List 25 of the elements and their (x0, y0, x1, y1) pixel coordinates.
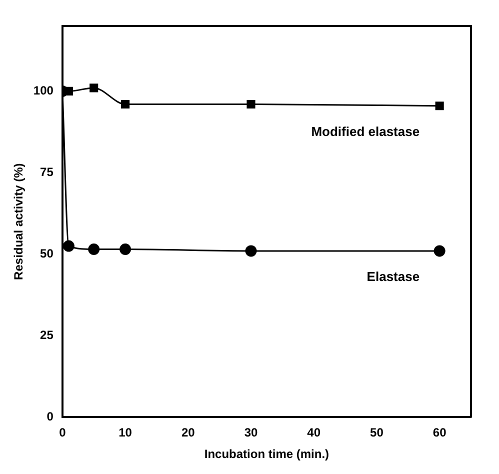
point (90, 84, 98, 92)
point (120, 100, 130, 109)
series-label: Elastase (366, 268, 420, 284)
x-axis-title: Incubation time (min.) (204, 447, 330, 462)
point (120, 244, 132, 256)
y-axis-title: Residual activity (%) (12, 163, 26, 280)
point (435, 102, 444, 110)
y-tick-label: 75 (40, 165, 54, 180)
point (245, 245, 257, 257)
y-tick-label: 50 (40, 246, 54, 261)
x-tick-label: 40 (307, 426, 321, 440)
point (434, 245, 446, 257)
series-label: Modified elastase (311, 124, 420, 139)
x-tick-label: 30 (244, 426, 258, 440)
x-tick-label: 20 (181, 426, 196, 440)
y-tick-label: 25 (40, 328, 54, 342)
x-tick-label: 0 (59, 426, 66, 440)
point (88, 244, 100, 256)
point (62, 240, 74, 252)
x-tick-label: 60 (432, 426, 447, 440)
x-tick-label: 50 (370, 426, 384, 440)
x-tick-label: 10 (118, 426, 132, 440)
y-tick-label: 100 (33, 84, 54, 98)
y-tick-label: 0 (46, 410, 54, 424)
point (246, 100, 256, 109)
